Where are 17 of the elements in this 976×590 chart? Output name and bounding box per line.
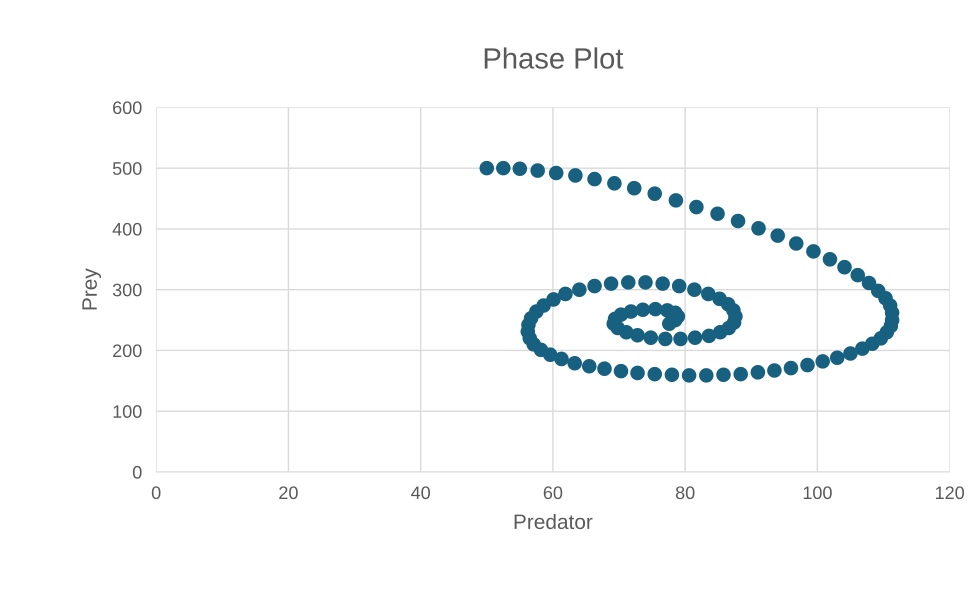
y-tick-label: 100 (114, 405, 142, 418)
y-tick-label: 200 (113, 344, 142, 358)
x-tick-label: 120 (936, 486, 964, 500)
y-tick-label: 400 (112, 222, 142, 236)
y-tick-label: 500 (112, 162, 142, 175)
x-axis-title: Predator (514, 514, 593, 530)
y-tick-label: 300 (112, 284, 142, 296)
x-tick-label: 80 (676, 486, 694, 500)
x-tick-label: 100 (804, 486, 832, 500)
y-tick-label: 600 (113, 101, 142, 114)
y-axis-title: Prey (82, 268, 102, 310)
chart-title: Phase Plot (484, 47, 624, 69)
x-tick-label: 40 (411, 486, 430, 500)
x-tick-label: 20 (279, 486, 298, 500)
x-tick-label: 60 (544, 486, 562, 500)
x-tick-label: 0 (152, 486, 160, 500)
y-tick-label: 0 (132, 466, 142, 479)
